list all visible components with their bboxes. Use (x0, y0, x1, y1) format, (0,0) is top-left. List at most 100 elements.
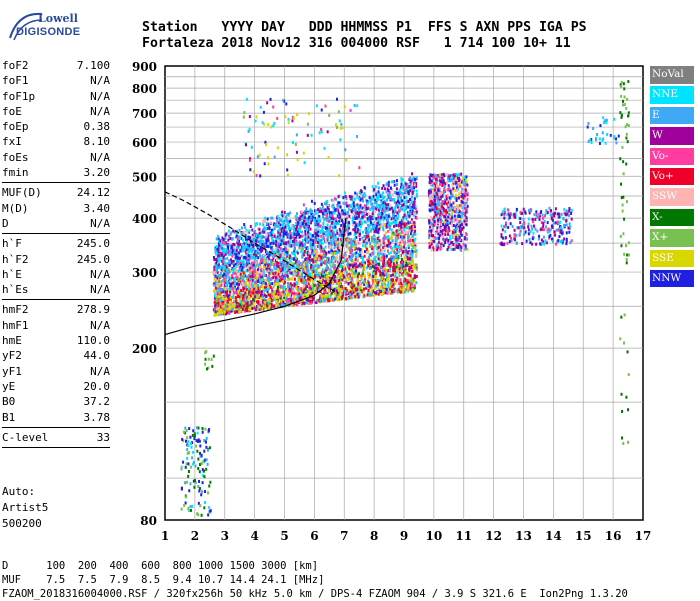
echo-point (264, 256, 266, 259)
echo-point (385, 273, 387, 276)
echo-point (255, 239, 257, 242)
echo-point (375, 217, 377, 220)
echo-point (289, 266, 291, 269)
echo-point (349, 232, 351, 235)
echo-point (246, 306, 248, 309)
echo-point (375, 272, 377, 275)
echo-point (415, 249, 417, 252)
echo-point (308, 291, 310, 294)
echo-point (326, 233, 328, 236)
echo-point (252, 274, 254, 277)
echo-point (335, 252, 337, 255)
echo-point (354, 209, 356, 212)
echo-point (213, 271, 215, 274)
echo-point (345, 297, 347, 300)
echo-point (395, 230, 397, 233)
echo-point (379, 270, 381, 273)
echo-point (296, 292, 298, 295)
echo-point (400, 226, 402, 229)
echo-point (374, 221, 376, 224)
echo-point (364, 186, 366, 189)
echo-point (329, 226, 331, 229)
echo-point (214, 248, 216, 251)
x-tick-label: 4 (250, 529, 258, 543)
echo-point (260, 297, 262, 300)
echo-point (387, 260, 389, 263)
echo-point (377, 214, 379, 217)
echo-point (305, 207, 307, 210)
x-tick-label: 17 (635, 529, 652, 543)
echo-point (397, 236, 399, 239)
echo-point (386, 255, 388, 258)
echo-point (345, 280, 347, 283)
echo-point (338, 244, 340, 247)
echo-point (375, 240, 377, 243)
echo-point (288, 236, 290, 239)
echo-point (383, 289, 385, 292)
echo-point (414, 225, 416, 228)
echo-point (298, 292, 300, 295)
echo-point (301, 231, 303, 234)
y-tick-label: 500 (132, 170, 157, 184)
echo-point (243, 259, 245, 262)
echo-point (332, 226, 334, 229)
echo-point (411, 172, 413, 175)
echo-point (216, 237, 218, 240)
echo-point (383, 184, 385, 187)
echo-point (248, 229, 250, 232)
echo-point (267, 245, 269, 248)
echo-point (229, 280, 231, 283)
echo-point (411, 270, 413, 273)
echo-point (250, 253, 252, 256)
echo-point (322, 226, 324, 229)
echo-point (315, 246, 317, 249)
echo-point (264, 261, 266, 264)
echo-point (364, 204, 366, 207)
echo-point (261, 285, 263, 288)
x-tick-label: 5 (280, 529, 288, 543)
echo-point (383, 218, 385, 221)
echo-point (216, 245, 218, 248)
echo-point (405, 247, 407, 250)
echo-point (315, 264, 317, 267)
echo-point (229, 264, 231, 267)
echo-point (380, 208, 382, 211)
echo-point (278, 237, 280, 240)
echo-point (391, 198, 393, 201)
echo-point (286, 251, 288, 254)
echo-point (223, 305, 225, 308)
echo-point (392, 273, 394, 276)
echo-point (398, 282, 400, 285)
echo-point (328, 220, 330, 223)
echo-point (250, 275, 252, 278)
echo-point (344, 191, 346, 194)
echo-point (250, 301, 252, 304)
echo-point (338, 195, 340, 198)
echo-point (266, 267, 268, 270)
echo-point (387, 194, 389, 197)
echo-point (412, 239, 414, 242)
echo-point (268, 276, 270, 279)
echo-point (365, 221, 367, 224)
echo-point (381, 242, 383, 245)
echo-point (270, 263, 272, 266)
echo-point (236, 282, 238, 285)
echo-point (288, 284, 290, 287)
echo-point (359, 238, 361, 241)
echo-point (300, 287, 302, 290)
echo-point (285, 271, 287, 274)
echo-point (330, 249, 332, 252)
echo-point (237, 243, 239, 246)
echo-point (278, 225, 280, 228)
echo-point (314, 222, 316, 225)
echo-point (264, 301, 266, 304)
echo-point (336, 255, 338, 258)
echo-point (324, 231, 326, 234)
echo-point (416, 217, 418, 220)
echo-point (392, 266, 394, 269)
echo-point (315, 232, 317, 235)
echo-point (300, 250, 302, 253)
echo-point (269, 299, 271, 302)
x-tick-label: 10 (426, 529, 443, 543)
echo-point (285, 298, 287, 301)
